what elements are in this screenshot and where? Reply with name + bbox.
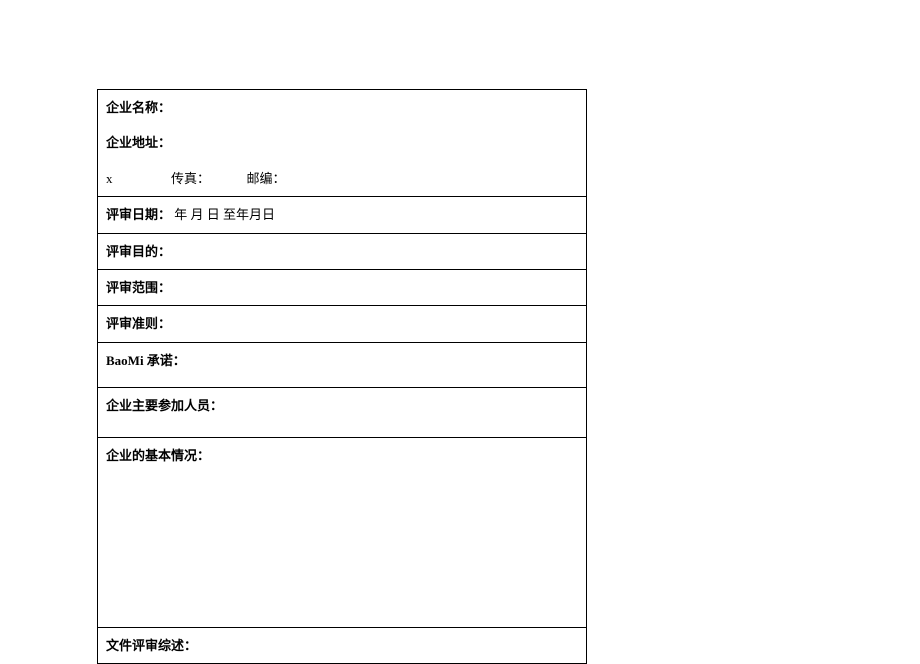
company-address-label: 企业地址：	[106, 135, 171, 150]
doc-summary-label: 文件评审综述：	[106, 638, 197, 653]
cell-review-purpose: 评审目的：	[98, 233, 587, 269]
company-name-label: 企业名称：	[106, 100, 171, 115]
fax-label: 传真：	[171, 171, 210, 186]
cell-company-info: 企业名称： 企业地址： x 传真： 邮编：	[98, 90, 587, 197]
cell-commitment: BaoMi 承诺：	[98, 342, 587, 387]
review-date-label: 评审日期：	[106, 207, 171, 222]
company-address-row: 企业地址：	[106, 131, 578, 154]
review-form-table: 企业名称： 企业地址： x 传真： 邮编： 评审日期： 年 月 日 至年月日 评…	[97, 89, 587, 664]
postal-label: 邮编：	[247, 171, 286, 186]
cell-basic-info: 企业的基本情况：	[98, 437, 587, 627]
participants-label: 企业主要参加人员：	[106, 398, 223, 413]
company-name-row: 企业名称：	[106, 96, 578, 119]
basic-info-label: 企业的基本情况：	[106, 448, 210, 463]
cell-review-scope: 评审范围：	[98, 269, 587, 305]
commitment-label: BaoMi 承诺：	[106, 353, 186, 368]
review-purpose-label: 评审目的：	[106, 244, 171, 259]
review-scope-label: 评审范围：	[106, 280, 171, 295]
contact-row: x 传真： 邮编：	[106, 167, 578, 190]
review-criteria-label: 评审准则：	[106, 316, 171, 331]
x-label: x	[106, 171, 113, 186]
cell-review-criteria: 评审准则：	[98, 306, 587, 342]
cell-doc-summary: 文件评审综述：	[98, 627, 587, 663]
cell-participants: 企业主要参加人员：	[98, 387, 587, 437]
cell-review-date: 评审日期： 年 月 日 至年月日	[98, 197, 587, 233]
review-date-value: 年 月 日 至年月日	[174, 207, 275, 222]
